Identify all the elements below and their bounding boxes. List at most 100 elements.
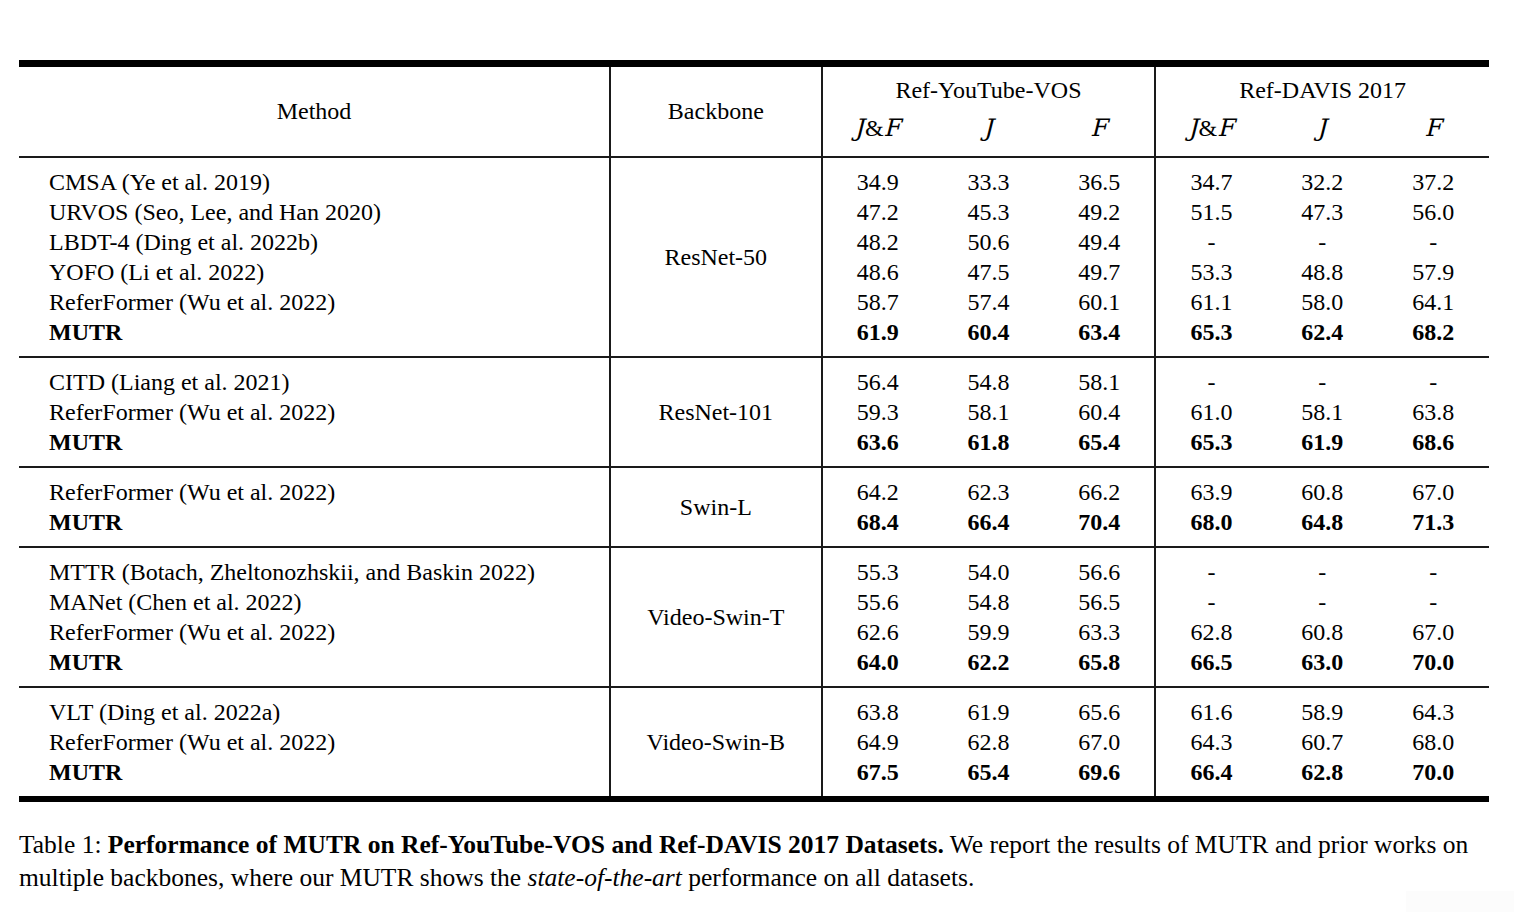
caption-text-end: performance on all datasets. xyxy=(682,863,974,892)
value-cell: 57.9 xyxy=(1378,257,1489,287)
backbone-group: MTTR (Botach, Zheltonozhskii, and Baskin… xyxy=(19,547,1489,687)
value-cell: 60.4 xyxy=(1044,397,1155,427)
backbone-cell: Video-Swin-B xyxy=(610,687,822,799)
value-cell: 60.8 xyxy=(1267,617,1378,647)
value-cell: 63.8 xyxy=(822,687,933,727)
value-cell: 62.4 xyxy=(1267,317,1378,357)
value-cell: 66.4 xyxy=(1155,757,1266,799)
value-cell: 64.2 xyxy=(822,467,933,507)
value-cell: 61.1 xyxy=(1155,287,1266,317)
value-cell: 62.8 xyxy=(933,727,1044,757)
value-cell: 49.2 xyxy=(1044,197,1155,227)
results-table: Method Backbone Ref-YouTube-VOS Ref-DAVI… xyxy=(19,60,1489,802)
value-cell: - xyxy=(1378,587,1489,617)
value-cell: 61.9 xyxy=(933,687,1044,727)
backbone-cell: ResNet-50 xyxy=(610,157,822,357)
method-cell: MUTR xyxy=(19,317,610,357)
value-cell: 68.4 xyxy=(822,507,933,547)
value-cell: 62.2 xyxy=(933,647,1044,687)
value-cell: 34.9 xyxy=(822,157,933,197)
value-cell: 65.8 xyxy=(1044,647,1155,687)
backbone-cell: Video-Swin-T xyxy=(610,547,822,687)
value-cell: - xyxy=(1378,547,1489,587)
method-cell: CMSA (Ye et al. 2019) xyxy=(19,157,610,197)
value-cell: 48.2 xyxy=(822,227,933,257)
caption-italic-phrase: state-of-the-art xyxy=(528,863,682,892)
value-cell: 62.6 xyxy=(822,617,933,647)
value-cell: 66.5 xyxy=(1155,647,1266,687)
value-cell: 65.4 xyxy=(933,757,1044,799)
value-cell: 47.2 xyxy=(822,197,933,227)
value-cell: - xyxy=(1155,547,1266,587)
value-cell: 53.3 xyxy=(1155,257,1266,287)
value-cell: 62.3 xyxy=(933,467,1044,507)
value-cell: 56.6 xyxy=(1044,547,1155,587)
value-cell: 63.8 xyxy=(1378,397,1489,427)
value-cell: 57.4 xyxy=(933,287,1044,317)
metric-header-yt-0: J&F xyxy=(822,113,933,157)
value-cell: 64.9 xyxy=(822,727,933,757)
scan-artifact-box xyxy=(1406,891,1514,912)
value-cell: 67.0 xyxy=(1378,467,1489,507)
method-cell: ReferFormer (Wu et al. 2022) xyxy=(19,287,610,317)
value-cell: - xyxy=(1267,227,1378,257)
method-cell: MUTR xyxy=(19,507,610,547)
value-cell: 71.3 xyxy=(1378,507,1489,547)
value-cell: 70.0 xyxy=(1378,647,1489,687)
value-cell: 50.6 xyxy=(933,227,1044,257)
method-cell: ReferFormer (Wu et al. 2022) xyxy=(19,727,610,757)
value-cell: - xyxy=(1155,587,1266,617)
table-row: CITD (Liang et al. 2021)ResNet-10156.454… xyxy=(19,357,1489,397)
value-cell: - xyxy=(1267,587,1378,617)
table-header: Method Backbone Ref-YouTube-VOS Ref-DAVI… xyxy=(19,64,1489,158)
value-cell: 62.8 xyxy=(1155,617,1266,647)
value-cell: 64.0 xyxy=(822,647,933,687)
value-cell: 64.3 xyxy=(1155,727,1266,757)
value-cell: 61.8 xyxy=(933,427,1044,467)
paper-table-figure: Method Backbone Ref-YouTube-VOS Ref-DAVI… xyxy=(19,60,1489,894)
value-cell: 64.3 xyxy=(1378,687,1489,727)
value-cell: 55.6 xyxy=(822,587,933,617)
value-cell: 56.5 xyxy=(1044,587,1155,617)
value-cell: 47.3 xyxy=(1267,197,1378,227)
value-cell: 67.0 xyxy=(1378,617,1489,647)
value-cell: 63.6 xyxy=(822,427,933,467)
value-cell: 54.0 xyxy=(933,547,1044,587)
value-cell: 67.0 xyxy=(1044,727,1155,757)
value-cell: 51.5 xyxy=(1155,197,1266,227)
method-cell: MUTR xyxy=(19,757,610,799)
value-cell: 34.7 xyxy=(1155,157,1266,197)
value-cell: 59.3 xyxy=(822,397,933,427)
value-cell: 55.3 xyxy=(822,547,933,587)
method-cell: CITD (Liang et al. 2021) xyxy=(19,357,610,397)
value-cell: 65.4 xyxy=(1044,427,1155,467)
value-cell: 32.2 xyxy=(1267,157,1378,197)
value-cell: 61.6 xyxy=(1155,687,1266,727)
caption-bold-title: Performance of MUTR on Ref-YouTube-VOS a… xyxy=(108,830,944,859)
value-cell: 61.9 xyxy=(1267,427,1378,467)
value-cell: 66.2 xyxy=(1044,467,1155,507)
method-cell: LBDT-4 (Ding et al. 2022b) xyxy=(19,227,610,257)
method-cell: YOFO (Li et al. 2022) xyxy=(19,257,610,287)
backbone-cell: ResNet-101 xyxy=(610,357,822,467)
column-header-ref-davis-2017: Ref-DAVIS 2017 xyxy=(1155,64,1489,114)
method-cell: MANet (Chen et al. 2022) xyxy=(19,587,610,617)
value-cell: 54.8 xyxy=(933,587,1044,617)
column-header-ref-youtube-vos: Ref-YouTube-VOS xyxy=(822,64,1156,114)
value-cell: 64.1 xyxy=(1378,287,1489,317)
value-cell: 48.8 xyxy=(1267,257,1378,287)
backbone-group: VLT (Ding et al. 2022a)Video-Swin-B63.86… xyxy=(19,687,1489,799)
method-cell: MUTR xyxy=(19,647,610,687)
method-cell: ReferFormer (Wu et al. 2022) xyxy=(19,467,610,507)
metric-header-davis-1: J xyxy=(1267,113,1378,157)
value-cell: 58.0 xyxy=(1267,287,1378,317)
value-cell: 58.1 xyxy=(1044,357,1155,397)
column-header-backbone: Backbone xyxy=(610,64,822,158)
value-cell: 56.4 xyxy=(822,357,933,397)
table-caption: Table 1: Performance of MUTR on Ref-YouT… xyxy=(19,828,1489,894)
value-cell: 59.9 xyxy=(933,617,1044,647)
value-cell: 67.5 xyxy=(822,757,933,799)
method-cell: MUTR xyxy=(19,427,610,467)
method-cell: ReferFormer (Wu et al. 2022) xyxy=(19,617,610,647)
value-cell: 61.9 xyxy=(822,317,933,357)
